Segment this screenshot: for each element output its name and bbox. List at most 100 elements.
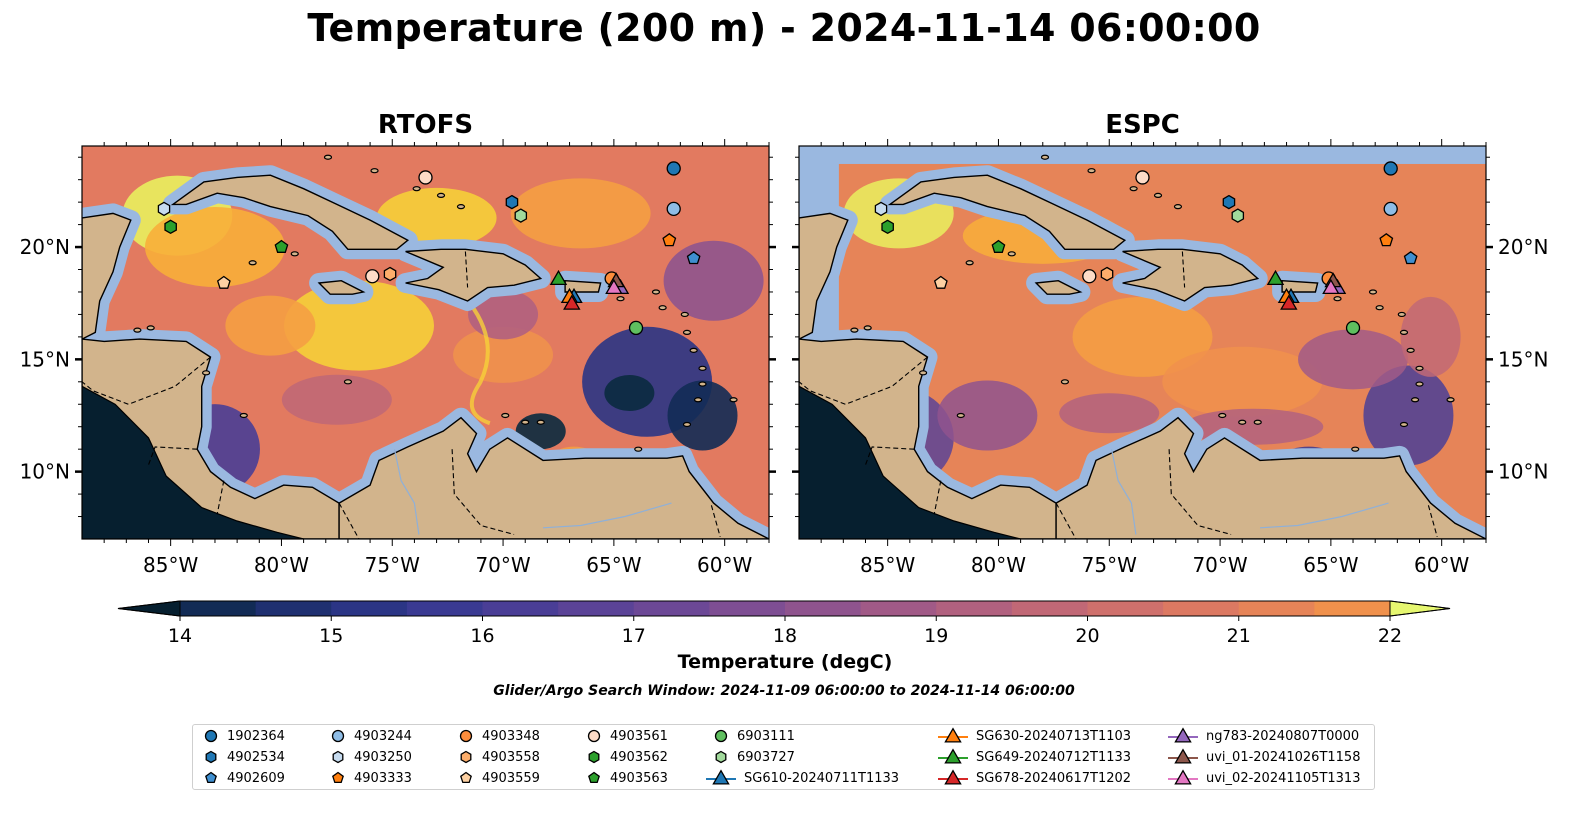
legend-marker [714,729,728,743]
legend-marker [459,729,473,743]
legend-label: 6903727 [737,749,795,765]
marker-4903333 [662,232,677,247]
colorbar-tick-label: 21 [1227,625,1251,647]
marker-1902364 [1383,161,1398,176]
marker-uvi_02-20241105T1313 [605,278,623,295]
map-frame [798,145,1487,540]
legend-item: ng783-20240807T0000 [1168,726,1359,746]
legend-item: 4903558 [458,747,540,767]
legend-marker [332,771,344,784]
legend-label: SG610-20240711T1133 [744,770,900,786]
legend-swatch [1168,727,1198,743]
colorbar-bin [331,601,408,616]
legend-label: uvi_01-20241026T1158 [1206,749,1361,765]
y-tick-label: 20°N [1498,235,1548,259]
marker-4903558 [1100,266,1114,282]
legend-item: 1902364 [203,726,285,746]
legend-swatch [460,750,472,764]
colorbar-tick-label: 14 [168,625,192,647]
legend-item: 4903563 [586,768,668,788]
marker-4903561 [418,170,433,185]
legend-marker [944,748,962,764]
colorbar-extend-min [117,600,181,617]
legend-swatch [205,771,217,784]
x-tick-label: 70°W [475,553,530,577]
marker-4903244 [666,201,681,217]
x-tick-label: 80°W [971,553,1026,577]
land-southAmerica [1055,416,1486,539]
x-tick-label: 65°W [586,553,641,577]
marker-6903111 [628,320,644,336]
marker-6903111 [1345,320,1361,336]
colorbar-label: Temperature (degC) [677,651,893,673]
land-cuba [887,174,1127,250]
marker-SG649-20240712T1133 [549,269,568,286]
legend-swatch [588,750,600,764]
legend-item: SG610-20240711T1133 [706,768,899,788]
x-tick-label: 70°W [1192,553,1247,577]
legend-swatch [459,729,473,743]
legend-item: 4902534 [203,747,285,767]
y-tick-label: 10°N [1498,460,1548,484]
legend-item: 6903111 [713,726,795,746]
colorbar: 14 15 16 17 18 19 20 21 22 [117,600,1451,647]
marker-1902364 [666,161,681,176]
legend-label: 4903244 [354,728,412,744]
colorbar-bin [255,601,332,616]
legend-swatch [331,729,345,743]
legend-swatch [205,750,217,764]
colorbar-tick-label: 19 [924,625,948,647]
land-southAmerica [338,416,769,539]
legend: 1902364 4902534 4902609 4903244 4903250 49033… [192,724,1375,790]
legend-marker [587,729,601,743]
x-tick-label: 85°W [143,553,198,577]
legend-marker [1174,769,1192,785]
legend-item: SG649-20240712T1133 [938,747,1131,767]
marker-4903563 [991,239,1006,253]
land-yucatan [799,212,849,340]
marker-uvi_02-20241105T1313 [1322,278,1340,295]
colorbar-tick-label: 22 [1378,625,1402,647]
legend-swatch [706,769,736,785]
map-panel-rtofs: 85°W 80°W 75°W 70°W 65°W 60°W 10°N 15°N 20°N [20,139,776,577]
legend-swatch [1168,769,1198,785]
legend-item: uvi_01-20241026T1158 [1168,747,1360,767]
legend-label: 4903562 [610,749,668,765]
legend-label: 6903111 [737,728,795,744]
legend-item: 4903562 [586,747,668,767]
legend-label: 4903563 [610,770,668,786]
legend-label: 1902364 [227,728,285,744]
legend-label: 4902534 [227,749,285,765]
land-yucatan [82,212,132,340]
map-panel-espc: 85°W 80°W 75°W 70°W 65°W 60°W 10°N 15°N 20°N [792,139,1548,577]
panel-title-rtofs: RTOFS [377,110,474,140]
colorbar-bin [180,601,257,616]
legend-item: 4903250 [330,747,412,767]
marker-4903561 [365,269,380,284]
legend-swatch [332,750,344,764]
colorbar-bin [482,601,559,616]
colorbar-tick-label: 16 [470,625,494,647]
legend-label: uvi_02-20241105T1313 [1206,770,1361,786]
legend-swatch [938,727,968,743]
marker-4903333 [1379,232,1394,247]
colorbar-bin [558,601,635,616]
marker-SG649-20240712T1133 [1266,269,1285,286]
colorbar-bin [1314,601,1391,616]
legend-swatch [938,748,968,764]
land-jamaica [1034,279,1083,295]
legend-item: 6903727 [713,747,795,767]
y-tick-label: 15°N [1498,347,1548,371]
x-tick-label: 75°W [1082,553,1137,577]
marker-4902609 [1403,250,1418,265]
legend-swatch [714,729,728,743]
map-frame [81,145,770,540]
marker-4903559 [933,275,948,289]
figure-title: Temperature (200 m) - 2024-11-14 06:00:0… [307,6,1261,50]
legend-label: 4903558 [482,749,540,765]
x-tick-label: 75°W [365,553,420,577]
legend-marker [205,750,217,764]
legend-label: 4903250 [354,749,412,765]
legend-swatch [938,769,968,785]
legend-swatch [715,750,727,764]
